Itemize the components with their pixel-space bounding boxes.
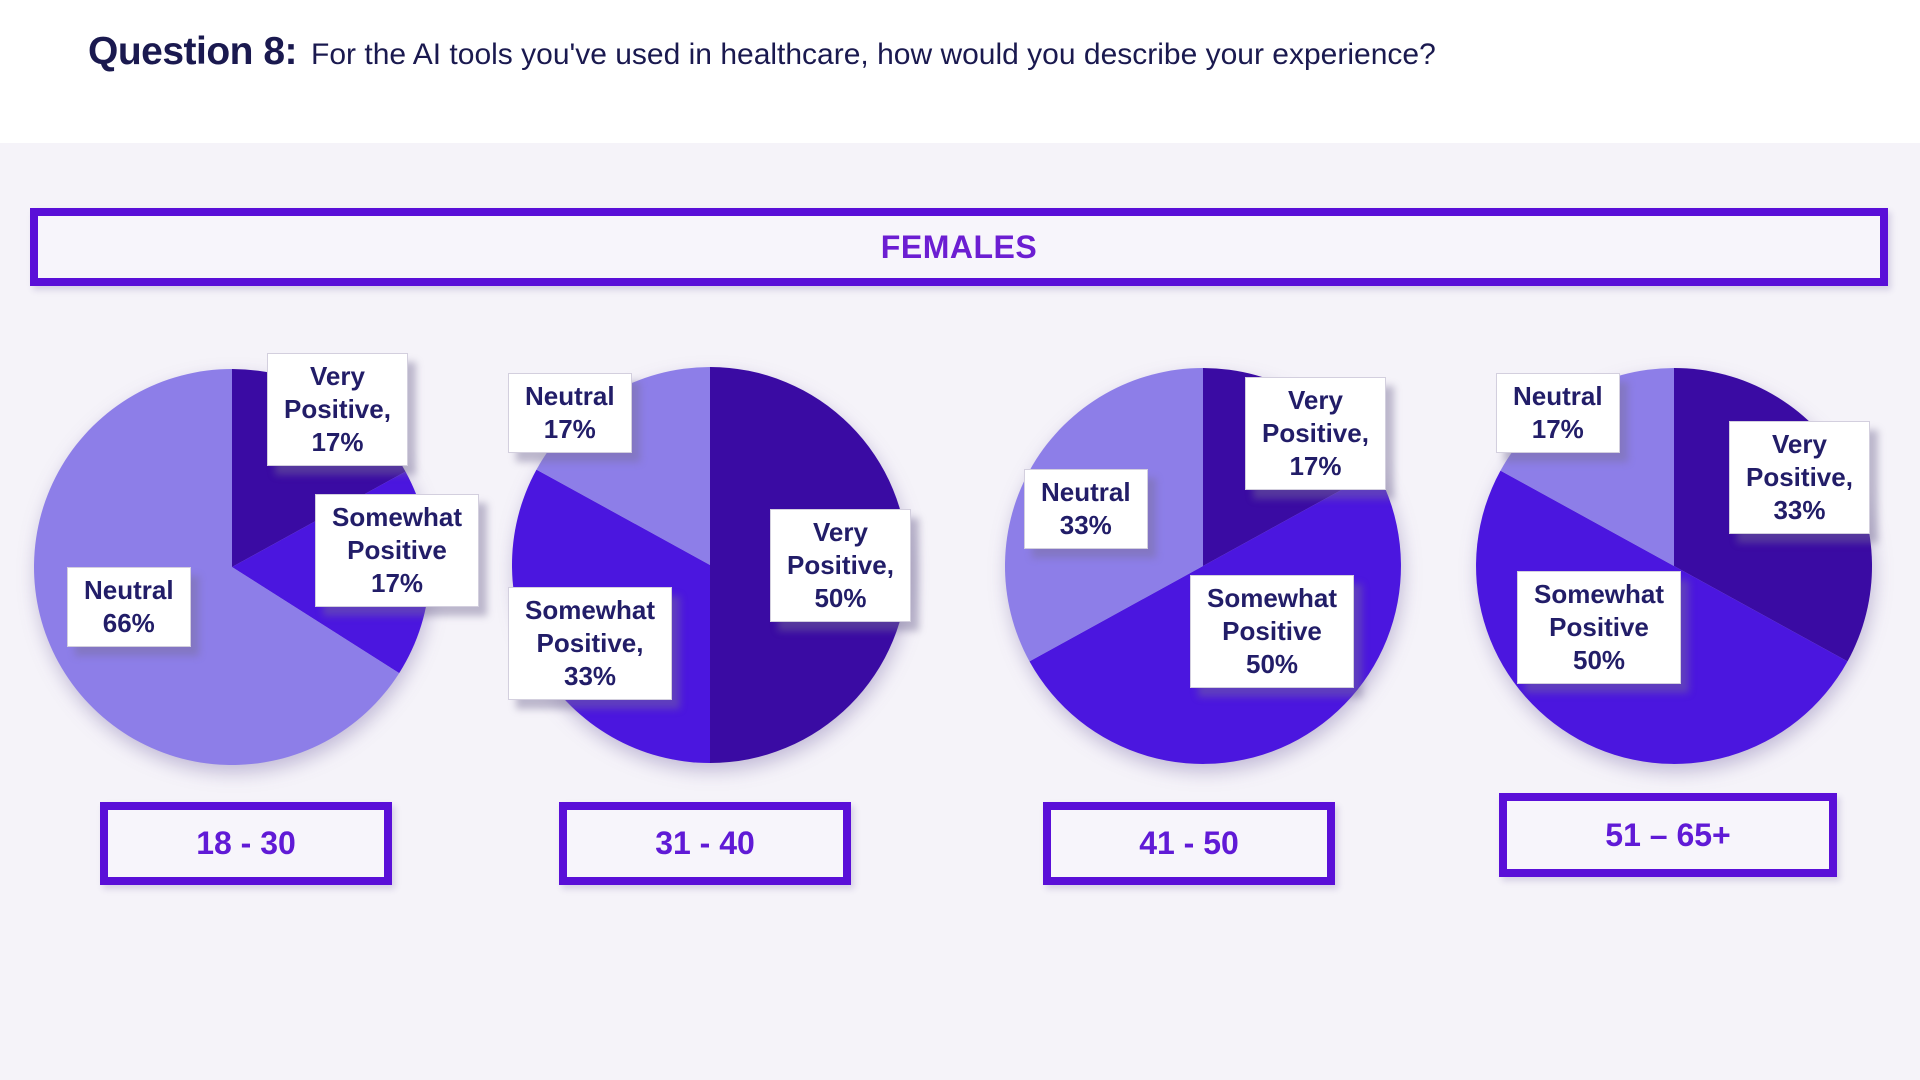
pie-label-31-40-neutral: Neutral 17% [508,373,632,453]
pie-slice-neutral [34,369,400,765]
age-group-label: 41 - 50 [1139,825,1239,861]
pie-label-18-30-somewhat-positive: Somewhat Positive 17% [315,494,480,607]
pie-label-18-30-neutral: Neutral 66% [67,567,191,647]
question-text: For the AI tools you've used in healthca… [311,38,1436,71]
pie-label-51-65-very-positive: Very Positive, 33% [1729,421,1870,534]
age-group-label: 51 – 65+ [1605,816,1731,853]
pie-label-41-50-somewhat-positive: Somewhat Positive 50% [1190,575,1355,688]
females-banner-label: FEMALES [880,228,1038,265]
pie-label-31-40-somewhat-positive: Somewhat Positive, 33% [508,587,673,700]
females-banner: FEMALES [30,208,1888,286]
age-group-label: 31 - 40 [655,825,755,861]
pie-label-41-50-very-positive: Very Positive, 17% [1245,377,1386,490]
pie-label-18-30-very-positive: Very Positive, 17% [267,353,408,466]
pie-label-51-65-somewhat-positive: Somewhat Positive 50% [1517,571,1682,684]
age-group-box-41-50: 41 - 50 [1043,802,1335,885]
age-group-box-18-30: 18 - 30 [100,802,392,885]
pie-label-31-40-very-positive: Very Positive, 50% [770,509,911,622]
age-group-box-51-65: 51 – 65+ [1499,793,1837,877]
page-title: Question 8: For the AI tools you've used … [88,30,1868,74]
pie-label-51-65-neutral: Neutral 17% [1496,373,1620,453]
age-group-label: 18 - 30 [196,825,296,861]
question-number: Question 8: [88,30,298,73]
pie-label-41-50-neutral: Neutral 33% [1024,469,1148,549]
age-group-box-31-40: 31 - 40 [559,802,851,885]
